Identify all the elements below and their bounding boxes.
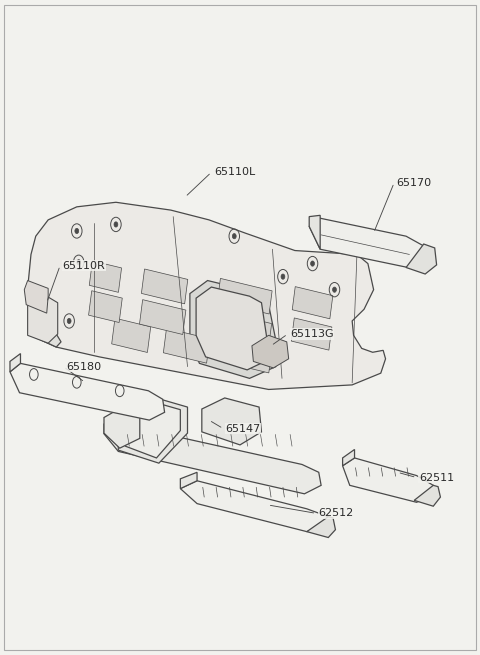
Polygon shape <box>10 364 165 420</box>
Polygon shape <box>124 401 180 458</box>
Polygon shape <box>24 280 48 313</box>
Polygon shape <box>202 398 262 445</box>
Circle shape <box>114 222 118 227</box>
Polygon shape <box>140 299 186 335</box>
Text: 65110L: 65110L <box>214 167 255 178</box>
Text: 65147: 65147 <box>226 424 261 434</box>
Polygon shape <box>118 396 188 463</box>
Polygon shape <box>89 291 122 322</box>
Polygon shape <box>89 261 121 292</box>
Text: 65170: 65170 <box>396 178 432 188</box>
Polygon shape <box>190 280 277 379</box>
Polygon shape <box>252 335 288 368</box>
Circle shape <box>333 287 336 292</box>
Polygon shape <box>112 318 151 352</box>
Polygon shape <box>406 244 437 274</box>
Circle shape <box>67 318 71 324</box>
Circle shape <box>281 274 285 279</box>
Polygon shape <box>28 296 58 343</box>
Polygon shape <box>196 287 268 370</box>
Polygon shape <box>31 322 61 347</box>
Circle shape <box>232 234 236 239</box>
Polygon shape <box>104 424 321 494</box>
Polygon shape <box>237 342 272 373</box>
Polygon shape <box>180 481 328 532</box>
Polygon shape <box>28 202 385 390</box>
Polygon shape <box>343 449 355 466</box>
Text: 65110R: 65110R <box>62 261 105 271</box>
Circle shape <box>311 261 314 266</box>
Polygon shape <box>309 218 425 267</box>
Polygon shape <box>10 354 21 372</box>
Text: 65180: 65180 <box>66 362 101 371</box>
Polygon shape <box>180 472 197 489</box>
Polygon shape <box>163 328 210 363</box>
Polygon shape <box>414 485 441 506</box>
Circle shape <box>75 229 79 234</box>
Circle shape <box>77 259 81 265</box>
Polygon shape <box>292 287 333 319</box>
Polygon shape <box>307 517 336 538</box>
Polygon shape <box>142 269 188 304</box>
Text: 65113G: 65113G <box>290 329 334 339</box>
Polygon shape <box>217 278 272 314</box>
Polygon shape <box>104 413 120 434</box>
Text: 62511: 62511 <box>419 472 454 483</box>
Text: 62512: 62512 <box>319 508 354 518</box>
Polygon shape <box>216 311 272 346</box>
Polygon shape <box>291 318 332 350</box>
Polygon shape <box>104 405 140 448</box>
Polygon shape <box>309 215 320 250</box>
Polygon shape <box>343 458 433 502</box>
